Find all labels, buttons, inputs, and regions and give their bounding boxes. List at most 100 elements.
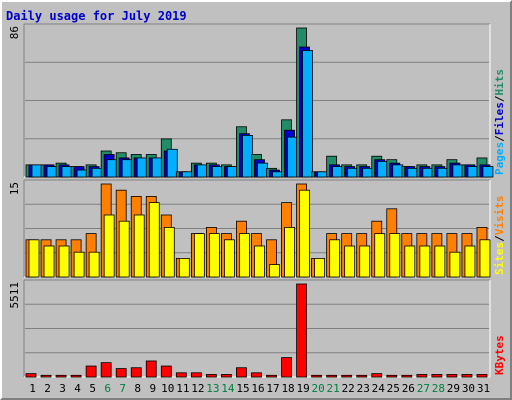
- bar-kbytes-day-2: [40, 374, 52, 378]
- bar-sites-day-22: [344, 245, 356, 278]
- bar-kbytes-day-12: [190, 372, 202, 378]
- day-label-28: 28: [432, 382, 445, 395]
- bar-pages-day-23: [362, 167, 374, 178]
- day-label-17: 17: [266, 382, 279, 395]
- bar-kbytes-day-10: [160, 365, 172, 378]
- bar-pages-day-28: [437, 167, 449, 178]
- bar-kbytes-day-16: [251, 372, 262, 378]
- day-label-12: 12: [191, 382, 204, 395]
- day-label-7: 7: [119, 382, 126, 395]
- bar-kbytes-day-3: [55, 374, 67, 378]
- bar-kbytes-day-8: [130, 367, 142, 378]
- bar-sites-day-14: [224, 239, 235, 278]
- bar-pages-day-13: [211, 166, 223, 178]
- bar-pages-day-27: [422, 167, 434, 178]
- legend-entry-hits: Hits: [493, 69, 506, 96]
- bar-kbytes-day-31: [476, 374, 488, 378]
- bar-kbytes-day-19: [296, 283, 307, 378]
- day-label-1: 1: [29, 382, 36, 395]
- bar-kbytes-day-15: [236, 367, 247, 378]
- bar-pages-day-11: [181, 171, 193, 178]
- bar-pages-day-2: [46, 166, 58, 178]
- day-label-27: 27: [417, 382, 430, 395]
- bar-kbytes-day-9: [145, 360, 157, 378]
- bar-sites-day-18: [284, 226, 295, 278]
- day-labels: 1 2 3 4 5 6 7 8 9 10 11 12 13 14 15 16 17 18 19 20 21 22 23 24 2…: [29, 382, 490, 395]
- day-label-23: 23: [357, 382, 370, 395]
- day-label-29: 29: [447, 382, 460, 395]
- side-legend: Pages/Files/Hits: [493, 69, 506, 175]
- bar-kbytes-day-27: [416, 374, 428, 378]
- bar-sites-day-9: [148, 202, 160, 278]
- bar-sites-day-27: [419, 245, 431, 278]
- bar-kbytes-day-1: [25, 373, 37, 378]
- bar-sites-day-5: [88, 251, 100, 278]
- bar-sites-day-3: [58, 245, 70, 278]
- bar-kbytes-day-23: [356, 374, 368, 378]
- day-label-4: 4: [74, 382, 81, 395]
- bar-sites-day-7: [118, 220, 130, 278]
- day-label-13: 13: [206, 382, 219, 395]
- bar-sites-day-10: [163, 226, 175, 278]
- day-label-22: 22: [342, 382, 355, 395]
- bar-sites-day-4: [73, 251, 85, 278]
- bar-pages-day-15: [242, 135, 253, 178]
- day-label-10: 10: [161, 382, 174, 395]
- bar-sites-day-8: [133, 214, 145, 278]
- day-label-31: 31: [477, 382, 490, 395]
- legend-entry-visits: Visits: [493, 196, 506, 236]
- legend-separator: /: [493, 135, 506, 142]
- bar-pages-day-1: [31, 164, 43, 178]
- bar-sites-day-12: [193, 233, 205, 278]
- bar-sites-day-16: [254, 245, 265, 278]
- bar-sites-day-13: [208, 233, 220, 278]
- bar-kbytes-day-30: [461, 374, 473, 378]
- bar-pages-day-12: [196, 164, 208, 178]
- bar-sites-day-24: [374, 233, 386, 278]
- day-label-30: 30: [462, 382, 475, 395]
- legend-entry-kbytes: KBytes: [493, 335, 506, 375]
- side-legend: Sites/Visits: [493, 196, 506, 276]
- bar-kbytes-day-6: [100, 362, 112, 378]
- day-label-25: 25: [387, 382, 400, 395]
- bar-sites-day-19: [299, 189, 310, 278]
- day-label-15: 15: [236, 382, 249, 395]
- bar-pages-day-5: [91, 167, 103, 178]
- bar-kbytes-day-26: [401, 374, 413, 378]
- bar-sites-day-29: [449, 251, 461, 278]
- day-label-3: 3: [59, 382, 66, 395]
- bar-sites-day-1: [28, 239, 40, 278]
- legend-entry-files: Files: [493, 102, 506, 135]
- day-label-24: 24: [372, 382, 386, 395]
- bar-sites-day-17: [269, 264, 280, 278]
- y-max-label: 5511: [8, 282, 21, 309]
- bar-pages-day-6: [106, 159, 118, 178]
- bar-kbytes-day-17: [266, 374, 277, 378]
- bar-kbytes-day-11: [175, 372, 187, 378]
- bar-sites-day-25: [389, 233, 401, 278]
- bar-pages-day-19: [302, 50, 313, 178]
- day-label-2: 2: [44, 382, 51, 395]
- legend-separator: /: [493, 235, 506, 242]
- legend-entry-pages: Pages: [493, 142, 506, 175]
- bar-kbytes-day-29: [446, 374, 458, 378]
- side-legend: KBytes: [493, 335, 506, 375]
- bar-pages-day-24: [377, 161, 389, 178]
- bar-pages-day-3: [61, 166, 73, 178]
- bar-pages-day-21: [332, 166, 344, 178]
- bar-kbytes-day-14: [221, 374, 232, 378]
- panels: 86Pages/Files/Hits15Sites/Visits5511KByt…: [8, 23, 506, 378]
- panel-kbytes: 5511 KBytes: [8, 279, 506, 378]
- bar-pages-day-29: [452, 164, 464, 178]
- bar-sites-day-26: [404, 245, 416, 278]
- bar-pages-day-4: [76, 169, 88, 178]
- y-max-label: 86: [8, 26, 21, 39]
- bar-kbytes-day-13: [205, 374, 217, 378]
- bar-pages-day-16: [257, 162, 268, 178]
- bar-pages-day-14: [227, 166, 238, 178]
- bar-pages-day-8: [136, 157, 148, 178]
- bar-pages-day-7: [121, 159, 133, 178]
- day-label-26: 26: [402, 382, 415, 395]
- bar-sites-day-2: [43, 245, 55, 278]
- day-label-8: 8: [134, 382, 141, 395]
